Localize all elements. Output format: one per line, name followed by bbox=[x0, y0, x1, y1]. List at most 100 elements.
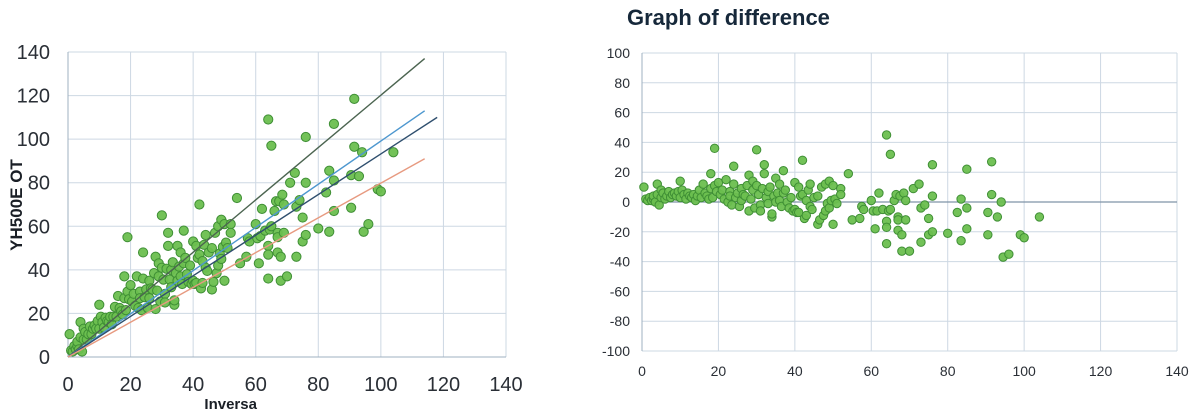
x-tick-labels: 0 20 40 60 80 100 120 140 bbox=[638, 363, 1189, 379]
data-point bbox=[923, 213, 934, 224]
data-point bbox=[793, 182, 804, 192]
data-point bbox=[253, 258, 264, 269]
data-point bbox=[843, 168, 854, 179]
data-point bbox=[137, 247, 149, 258]
y-tick-label: 140 bbox=[17, 42, 50, 64]
x-tick-label: 40 bbox=[787, 363, 803, 379]
data-point bbox=[952, 207, 962, 218]
x-tick-label: 20 bbox=[711, 363, 727, 379]
x-tick-label: 80 bbox=[307, 374, 329, 396]
data-points bbox=[639, 130, 1045, 262]
identity-line bbox=[67, 110, 426, 358]
y-tick-label: 20 bbox=[614, 164, 630, 180]
data-point bbox=[300, 177, 311, 188]
y-tick-label: 0 bbox=[622, 194, 630, 210]
data-point bbox=[962, 164, 972, 174]
data-point bbox=[358, 226, 369, 237]
data-point bbox=[1034, 212, 1045, 222]
data-point bbox=[277, 189, 288, 200]
y-tick-label: 120 bbox=[17, 86, 50, 108]
trend-lines bbox=[67, 57, 438, 358]
y-tick-label: 60 bbox=[614, 105, 630, 121]
data-point bbox=[774, 179, 785, 189]
data-point bbox=[709, 143, 720, 154]
data-point bbox=[755, 206, 766, 216]
data-point bbox=[324, 226, 335, 237]
data-point bbox=[297, 212, 308, 223]
x-tick-label: 140 bbox=[489, 374, 522, 396]
data-point bbox=[94, 299, 105, 310]
data-point bbox=[163, 240, 174, 251]
data-point bbox=[328, 118, 340, 129]
data-point bbox=[870, 224, 880, 234]
data-point bbox=[291, 251, 302, 262]
x-tick-label: 20 bbox=[119, 374, 141, 396]
data-point bbox=[698, 179, 708, 189]
data-point bbox=[200, 229, 211, 241]
data-point bbox=[956, 236, 966, 246]
data-point bbox=[807, 204, 817, 215]
data-point bbox=[225, 227, 236, 238]
data-point bbox=[828, 180, 838, 191]
data-point bbox=[832, 198, 842, 209]
x-tick-label: 40 bbox=[182, 374, 204, 396]
data-point bbox=[388, 147, 399, 158]
y-tick-label: 0 bbox=[39, 347, 50, 369]
data-point bbox=[765, 182, 775, 192]
y-tick-label: -80 bbox=[610, 313, 630, 329]
data-point bbox=[675, 176, 685, 186]
data-point bbox=[156, 210, 167, 221]
data-point bbox=[717, 185, 727, 195]
data-point bbox=[780, 185, 791, 195]
x-tick-label: 140 bbox=[1165, 363, 1189, 379]
data-point bbox=[767, 209, 777, 219]
data-point bbox=[300, 131, 311, 143]
difference-chart: Graph of difference 100 80 60 40 20 0 -20 -40 -60… bbox=[590, 0, 1200, 417]
data-point bbox=[858, 204, 869, 215]
data-point bbox=[986, 189, 997, 200]
data-point bbox=[881, 222, 892, 233]
difference-plot: Graph of difference 100 80 60 40 20 0 -20 -40 -60… bbox=[602, 5, 1189, 379]
data-point bbox=[263, 114, 274, 125]
y-tick-label: 100 bbox=[17, 129, 50, 151]
data-point bbox=[266, 140, 277, 151]
x-axis-title: Inversa bbox=[204, 396, 257, 413]
data-point bbox=[805, 179, 815, 189]
data-point bbox=[300, 229, 311, 241]
y-tick-label: 80 bbox=[28, 173, 50, 195]
data-point bbox=[759, 160, 769, 170]
y-tick-label: 20 bbox=[28, 303, 50, 325]
data-point bbox=[751, 145, 762, 155]
data-point bbox=[356, 147, 368, 158]
y-tick-label: 40 bbox=[28, 260, 50, 282]
data-point bbox=[363, 219, 374, 230]
lower-line bbox=[67, 158, 425, 358]
y-tick-label: 60 bbox=[28, 216, 50, 238]
chart-title: Graph of difference bbox=[627, 5, 830, 30]
x-tick-label: 0 bbox=[638, 363, 646, 379]
data-point bbox=[721, 174, 731, 185]
data-point bbox=[983, 230, 993, 240]
data-point bbox=[202, 265, 213, 277]
y-tick-label: 100 bbox=[607, 45, 631, 61]
data-point bbox=[927, 227, 938, 237]
y-tick-label: 40 bbox=[614, 134, 630, 150]
data-point bbox=[893, 215, 903, 225]
data-point bbox=[275, 251, 286, 262]
data-point bbox=[353, 171, 365, 182]
upper-line bbox=[67, 57, 426, 358]
scatter-regression-plot: 0 20 40 60 80 100 120 140 0 20 40 60 80 100 120 140 Inve… bbox=[7, 42, 523, 413]
data-point bbox=[836, 189, 846, 200]
data-point bbox=[763, 198, 773, 209]
data-point bbox=[828, 219, 838, 230]
x-tick-label: 100 bbox=[364, 374, 397, 396]
y-tick-label: 80 bbox=[614, 75, 630, 91]
data-point bbox=[759, 168, 769, 179]
data-point bbox=[746, 194, 756, 204]
data-point bbox=[962, 224, 972, 234]
data-point bbox=[313, 223, 324, 234]
data-point bbox=[346, 202, 357, 213]
data-point bbox=[881, 239, 892, 249]
data-point bbox=[920, 200, 930, 210]
data-point bbox=[904, 246, 915, 256]
